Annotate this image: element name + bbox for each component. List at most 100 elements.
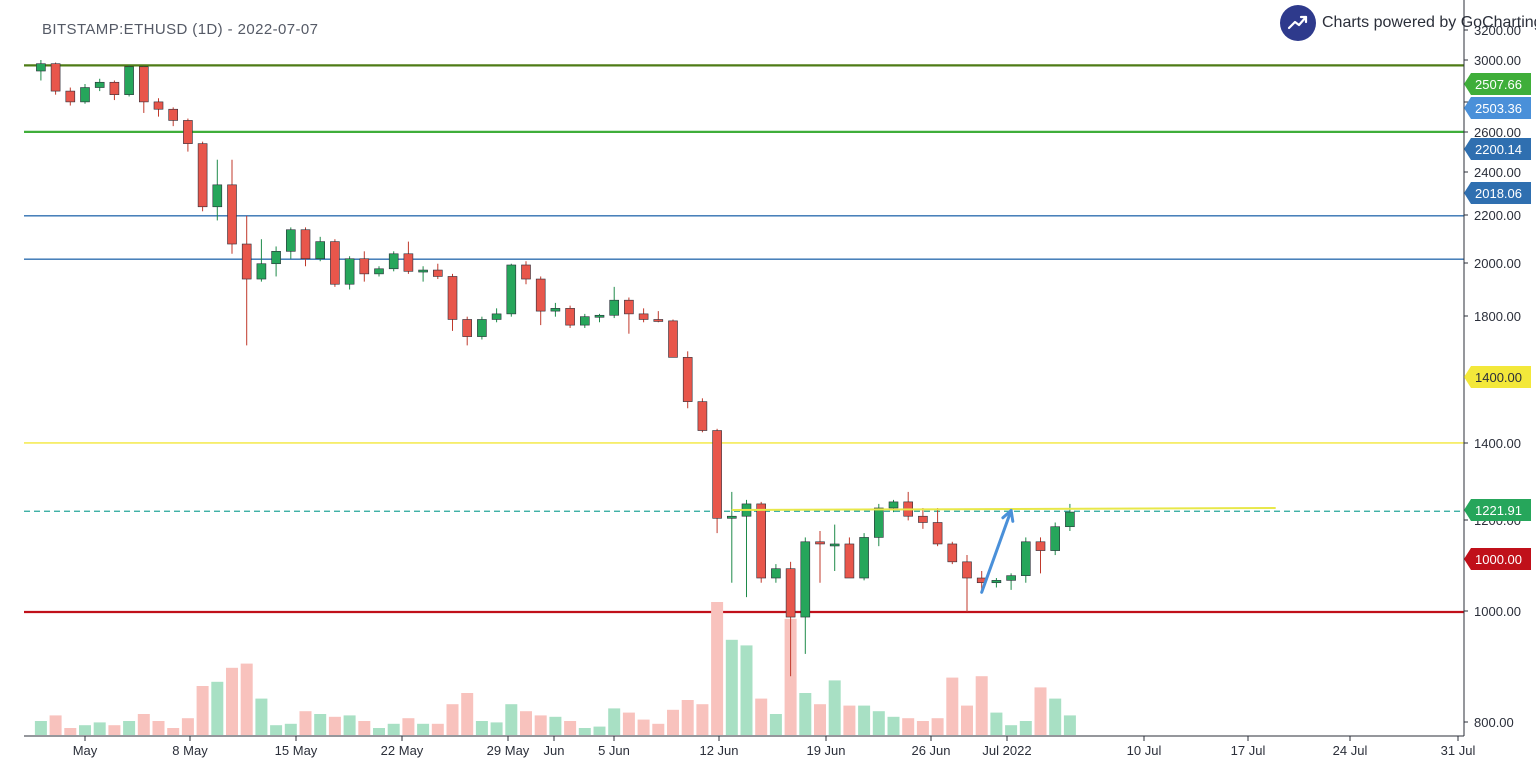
volume-bar (578, 728, 591, 735)
volume-bar (520, 711, 532, 735)
candle-body (579, 316, 590, 326)
candle-body (785, 568, 796, 618)
time-tick-label: 29 May (487, 743, 530, 758)
candle-body (697, 401, 708, 431)
time-tick-label: 5 Jun (598, 743, 630, 758)
price-badge: 1221.91 (1464, 499, 1531, 521)
volume-bar (696, 704, 709, 735)
time-tick-label: 8 May (172, 743, 208, 758)
volume-bars (34, 602, 1076, 735)
volume-bar (652, 723, 665, 735)
candle-body (565, 308, 575, 326)
price-badge-label: 1400.00 (1475, 370, 1522, 385)
price-badge-label: 1000.00 (1475, 552, 1522, 567)
volume-bar (990, 712, 1003, 735)
candle-body (962, 561, 972, 579)
volume-bar (843, 705, 856, 735)
volume-bar (343, 715, 356, 735)
candle-body (859, 537, 869, 579)
price-candles (36, 60, 1075, 677)
candle-body (50, 63, 61, 92)
candle-body (638, 313, 649, 320)
candle-body (65, 90, 76, 103)
arrow-head (1001, 508, 1015, 523)
volume-bar (402, 718, 415, 735)
volume-bar (196, 686, 209, 735)
time-tick-label: Jun (544, 743, 565, 758)
trendline (731, 506, 1276, 512)
candle-body (330, 241, 340, 285)
volume-bar (373, 728, 385, 735)
volume-bar (387, 723, 400, 735)
time-tick-label: Jul 2022 (982, 743, 1031, 758)
candle-body (241, 243, 252, 280)
volume-bar (916, 721, 929, 735)
time-axis-ticks: May 8 May 15 May 22 May 29 May Jun 5 Jun 12 Jun… (73, 736, 1476, 758)
candle-body (844, 543, 855, 579)
candle-body (771, 568, 781, 579)
volume-bar (1019, 721, 1032, 735)
price-axis-ticks: 3200.003000.002800.002600.002400.002200.… (1464, 23, 1521, 730)
volume-bar (1049, 698, 1062, 735)
candle-body (756, 503, 767, 579)
candle-body (491, 313, 502, 320)
volume-bar (431, 723, 444, 735)
price-badge-label: 2200.14 (1475, 142, 1522, 157)
trend-up-icon (1280, 5, 1316, 41)
time-tick-label: 24 Jul (1333, 743, 1368, 758)
candle-body (462, 319, 473, 337)
powered-by-badge[interactable]: Charts powered by GoCharting (1280, 5, 1536, 41)
volume-bar (961, 705, 973, 735)
price-tick-label: 1400.00 (1474, 436, 1521, 451)
horizontal-levels (24, 64, 1464, 614)
volume-bar (608, 708, 621, 735)
volume-bar (725, 639, 738, 735)
candle-body (609, 299, 620, 316)
volume-bar (152, 721, 165, 735)
price-badge-label: 2503.36 (1475, 101, 1522, 116)
volume-bar (328, 716, 341, 735)
candle-body (124, 66, 134, 95)
time-tick-label: May (73, 743, 98, 758)
candle-body (550, 308, 561, 312)
volume-bar (123, 721, 136, 735)
candle-body (109, 81, 120, 95)
candle-body (212, 184, 223, 208)
volume-bar (240, 663, 253, 735)
volume-bar (858, 705, 871, 735)
candle-body (227, 184, 237, 245)
time-tick-label: 22 May (381, 743, 424, 758)
volume-bar (534, 715, 547, 735)
price-badge-background (1464, 73, 1531, 95)
candle-body (183, 120, 193, 144)
volume-bar (872, 711, 885, 735)
candle-body (521, 264, 531, 280)
price-badges: 2507.66 2503.36 2200.14 2018.06 1400.00 1221.… (1464, 73, 1531, 570)
candle-body (36, 63, 46, 72)
volume-bar (64, 728, 77, 735)
volume-bar (284, 723, 297, 735)
candle-body (315, 241, 326, 260)
candle-body (888, 501, 899, 509)
volume-bar (622, 712, 635, 735)
volume-bar (769, 714, 782, 735)
price-tick-label: 2200.00 (1474, 208, 1521, 223)
candle-body (285, 229, 296, 252)
volume-bar (887, 716, 900, 735)
candle-body (256, 263, 267, 280)
volume-bar (461, 693, 474, 735)
symbol-title: BITSTAMP:ETHUSD (1D) - 2022-07-07 (42, 21, 319, 38)
volume-bar (167, 728, 180, 735)
price-badge: 2200.14 (1464, 138, 1531, 160)
candle-body (374, 268, 384, 275)
time-tick-label: 17 Jul (1231, 743, 1266, 758)
candle-body (829, 543, 840, 547)
price-tick-label: 2600.00 (1474, 125, 1521, 140)
volume-bar (637, 719, 650, 735)
volume-bar (1063, 715, 1076, 735)
volume-bar (1005, 725, 1018, 735)
price-badge: 2507.66 (1464, 73, 1531, 95)
time-tick-label: 31 Jul (1441, 743, 1476, 758)
volume-bar (1034, 687, 1047, 735)
